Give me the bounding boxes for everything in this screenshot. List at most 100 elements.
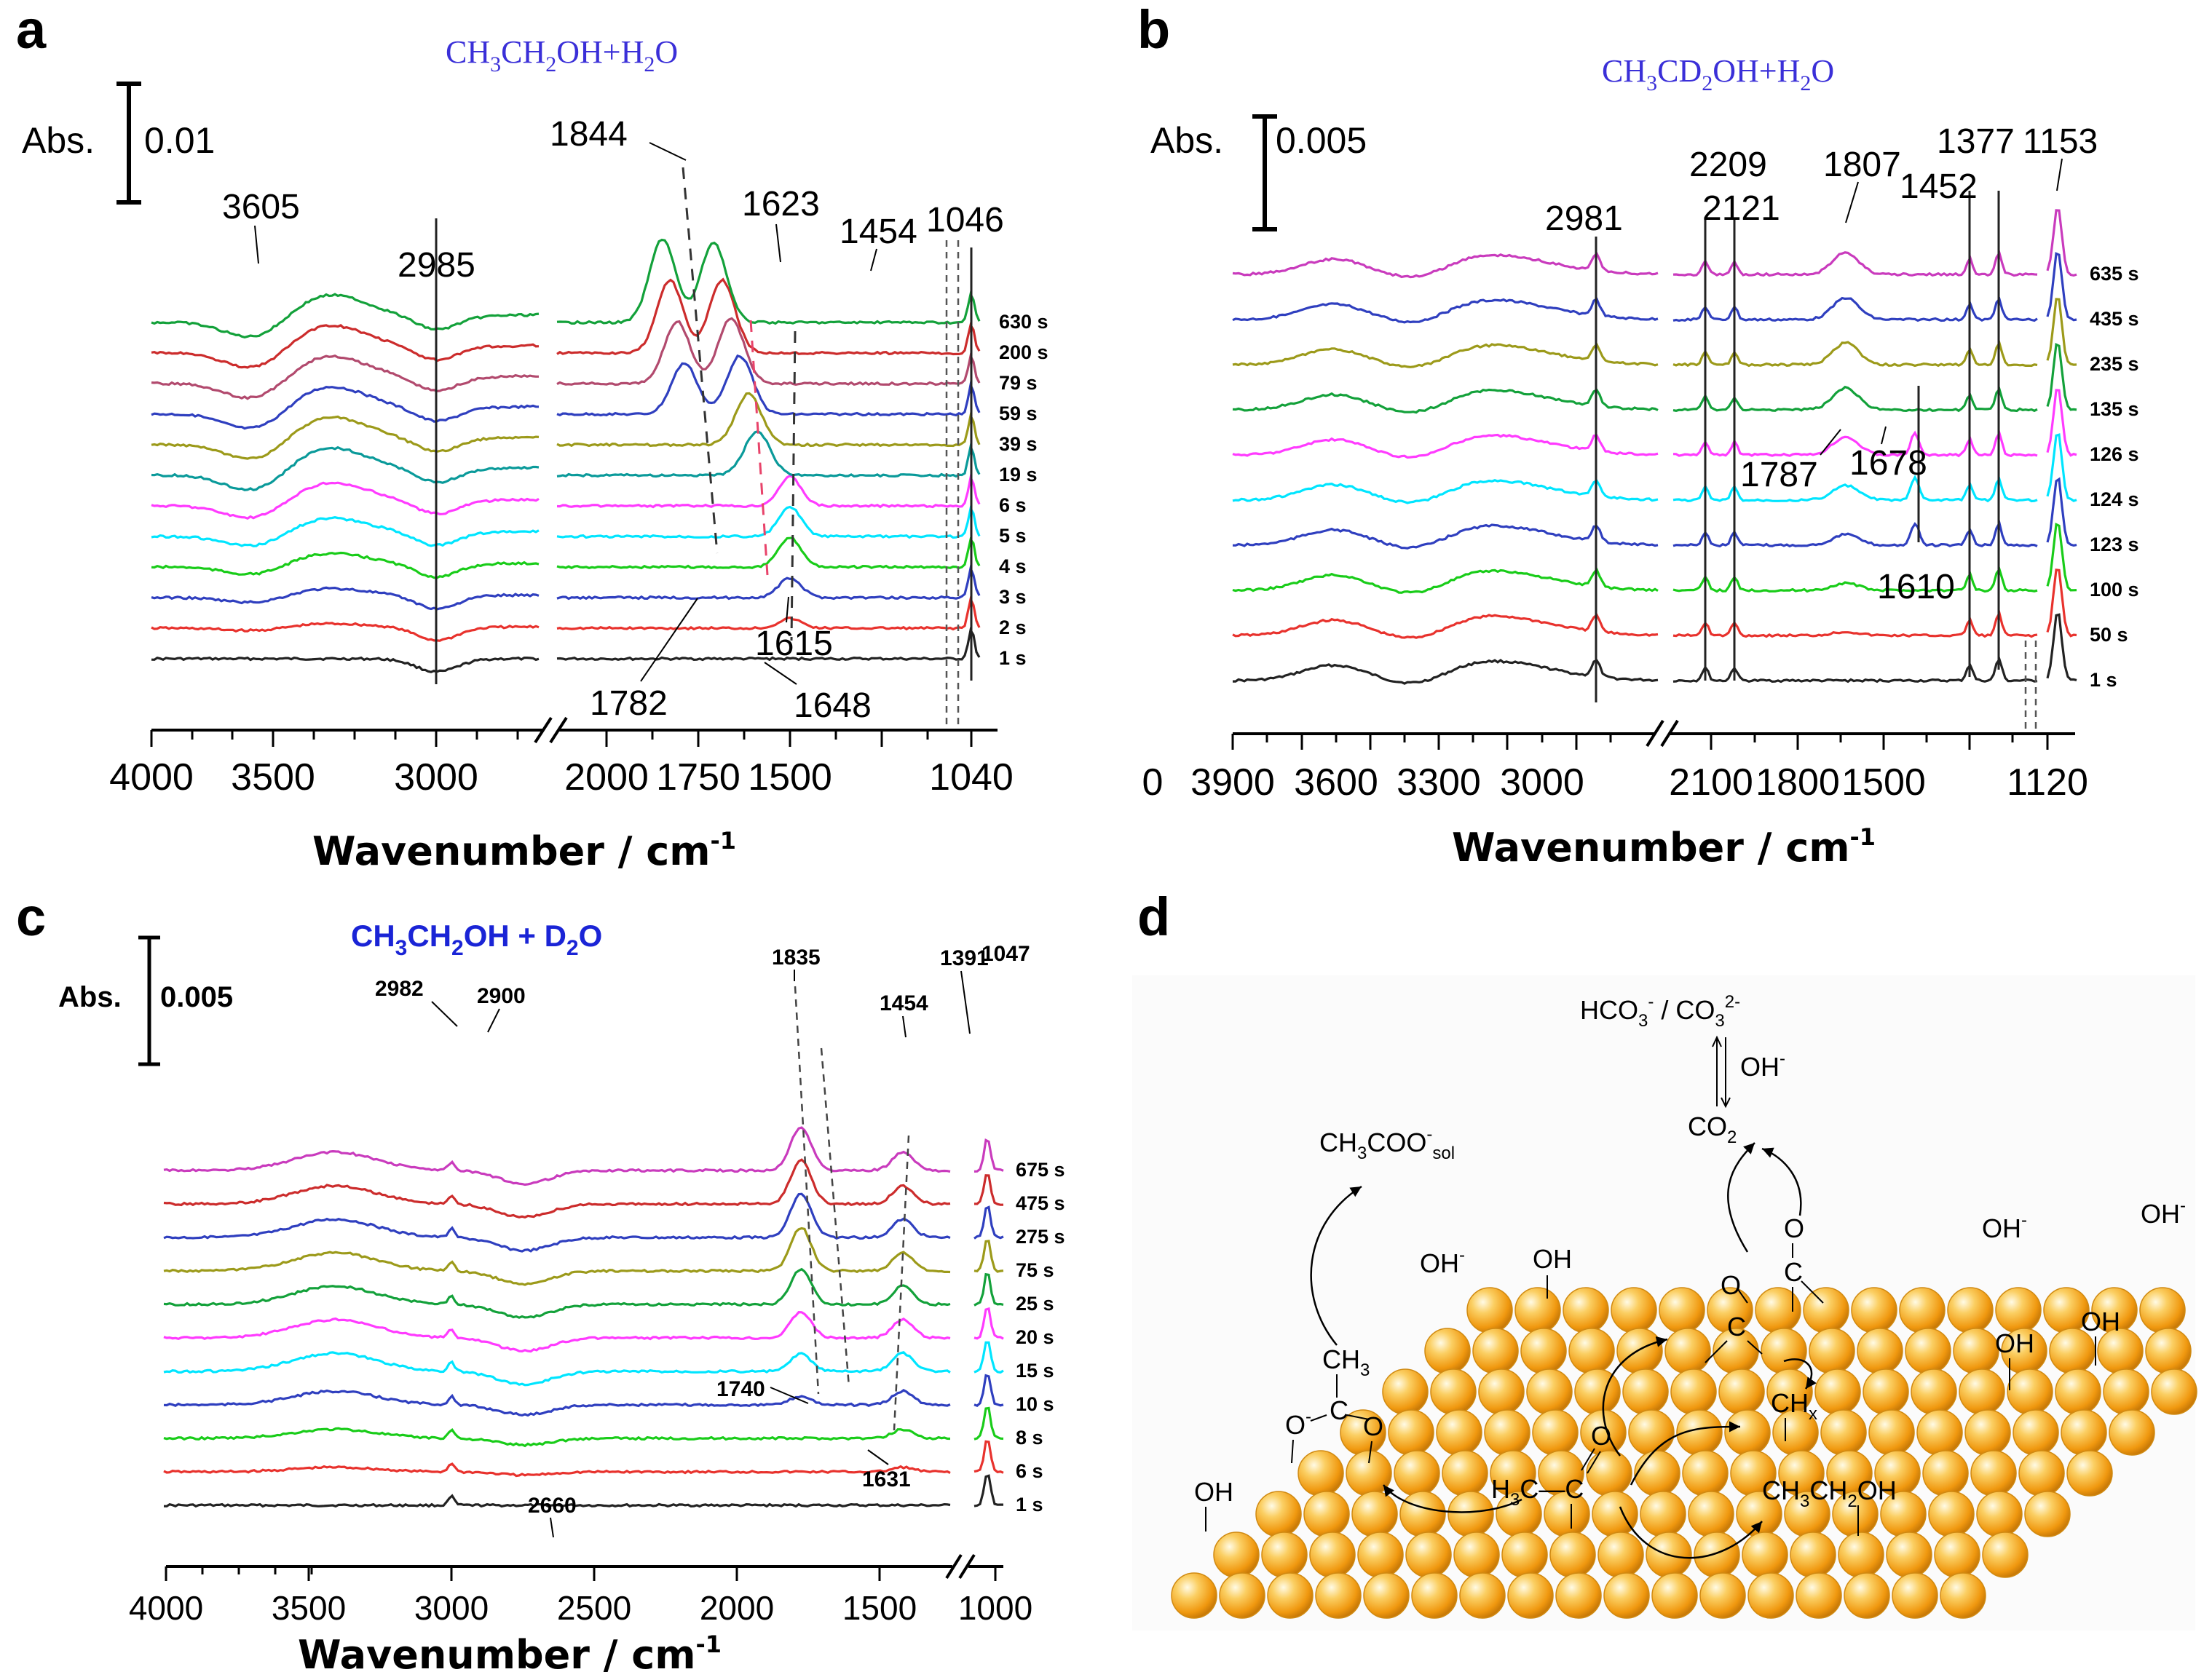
time-label-c-75s: 75 s xyxy=(1016,1259,1054,1281)
b-tick-2100: 2100 xyxy=(1669,761,1753,804)
scheme-bicarbonate-carbonate: HCO3- / CO32- xyxy=(1580,992,1740,1031)
time-label-b-126s: 126 s xyxy=(2090,443,2139,465)
trace-c-25s-seg0 xyxy=(163,1267,951,1319)
panel-c-x-axis: 4000 3500 3000 2500 2000 1500 1000 Waven… xyxy=(129,1553,1032,1678)
trace-b-126s-seg2 xyxy=(2046,389,2077,457)
time-label-c-675s: 675 s xyxy=(1016,1159,1065,1181)
trace-a-59s-seg0 xyxy=(151,385,540,430)
surface-atom xyxy=(1905,1328,1951,1374)
surface-atom xyxy=(1916,1409,1963,1456)
panel-b-xlabel: Wavenumber / cm-1 xyxy=(1452,823,1876,871)
surface-atom xyxy=(1688,1491,1734,1537)
surface-atom xyxy=(2145,1328,2192,1374)
time-label-a-3s: 3 s xyxy=(999,586,1027,608)
surface-atom xyxy=(1514,1287,1561,1334)
annotation-1046: 1046 xyxy=(926,201,1004,239)
co2-o-left: O xyxy=(1721,1270,1741,1300)
time-label-c-1s: 1 s xyxy=(1016,1494,1043,1515)
time-label-c-6s: 6 s xyxy=(1016,1460,1043,1482)
annotation-2985: 2985 xyxy=(398,246,475,285)
surface-atom xyxy=(1586,1450,1632,1497)
surface-atom xyxy=(2055,1368,2101,1415)
time-label-a-19s: 19 s xyxy=(999,464,1038,486)
time-label-b-50s: 50 s xyxy=(2090,624,2128,646)
panel-a-markers xyxy=(435,167,973,728)
trace-a-4s-seg1 xyxy=(556,536,981,570)
annotation-1782: 1782 xyxy=(590,684,668,723)
panel-b-annotations: 2981 2209 2121 1807 1452 1377 1153 1787 … xyxy=(1545,122,2098,606)
annotation-1740: 1740 xyxy=(716,1377,765,1401)
surface-atom xyxy=(1597,1532,1644,1578)
surface-atom xyxy=(1357,1532,1404,1578)
annotation-1678: 1678 xyxy=(1849,444,1927,483)
surface-atom xyxy=(2103,1368,2149,1415)
time-label-c-8s: 8 s xyxy=(1016,1427,1043,1449)
scheme-chx: CHx xyxy=(1771,1388,1817,1424)
surface-atom xyxy=(1670,1368,1717,1415)
c-tick-3000: 3000 xyxy=(414,1589,489,1627)
adsorbed-oh-1: OH xyxy=(1533,1244,1572,1274)
panel-b-time-labels: 1 s 50 s 100 s 123 s 124 s 126 s 135 s 235 s 435… xyxy=(2090,263,2139,691)
time-label-a-79s: 79 s xyxy=(999,372,1038,394)
trace-a-4s-seg0 xyxy=(151,551,540,579)
surface-atom xyxy=(1634,1450,1680,1497)
b-tick-3900: 3900 xyxy=(1190,761,1275,804)
trace-c-10s-seg1 xyxy=(973,1374,1004,1408)
trace-b-435s-seg0 xyxy=(1232,297,1659,324)
panel-c-label: c xyxy=(16,887,46,947)
surface-atom xyxy=(1603,1572,1650,1619)
surface-atom xyxy=(1970,1450,2017,1497)
surface-atom xyxy=(1447,1491,1494,1537)
trace-c-675s-seg1 xyxy=(973,1138,1004,1173)
trace-c-8s-seg1 xyxy=(973,1406,1004,1441)
surface-atom xyxy=(1622,1368,1669,1415)
trace-a-630s-seg0 xyxy=(151,293,540,339)
surface-atom xyxy=(1394,1450,1440,1497)
annotation-2982: 2982 xyxy=(375,977,424,1001)
panel-d: d HCO3- / CO32- OH- CO2 CH3COO-sol OH xyxy=(1132,887,2197,1631)
surface-atom xyxy=(1309,1532,1356,1578)
panel-b-x-axis: 0 3900 3600 3300 3000 2100 1800 1500 112… xyxy=(1142,719,2088,871)
annotation-1623: 1623 xyxy=(742,185,820,223)
surface-atom xyxy=(1886,1532,1932,1578)
time-label-b-1s: 1 s xyxy=(2090,669,2117,691)
surface-atom xyxy=(1964,1409,2011,1456)
surface-atom xyxy=(1351,1491,1398,1537)
surface-atom xyxy=(1411,1572,1458,1619)
panel-a: a CH3CH2OH+H2O Abs. 0.01 3605 2985 1844 … xyxy=(16,0,1048,874)
surface-atom xyxy=(1640,1491,1686,1537)
trace-c-275s-seg0 xyxy=(163,1192,951,1253)
panel-c-traces xyxy=(163,1126,1004,1508)
surface-atom xyxy=(1790,1532,1836,1578)
trace-a-79s-seg0 xyxy=(151,354,539,400)
a-tick-4000: 4000 xyxy=(109,756,194,799)
surface-atom xyxy=(2151,1368,2197,1415)
surface-atom xyxy=(1388,1409,1434,1456)
time-label-a-4s: 4 s xyxy=(999,555,1027,577)
c-tick-1000: 1000 xyxy=(958,1589,1032,1627)
surface-atom xyxy=(1682,1450,1729,1497)
surface-atom xyxy=(1297,1450,1344,1497)
c-tick-2500: 2500 xyxy=(557,1589,631,1627)
b-tick-1500: 1500 xyxy=(1841,761,1926,804)
surface-atom xyxy=(2061,1409,2107,1456)
panel-a-xlabel: Wavenumber / cm-1 xyxy=(312,827,736,874)
surface-atom xyxy=(1171,1572,1217,1619)
surface-atom xyxy=(1928,1491,1975,1537)
surface-atom xyxy=(1747,1572,1794,1619)
panel-c-markers xyxy=(794,986,910,1431)
panel-b-scale-value: 0.005 xyxy=(1276,120,1367,161)
surface-atom xyxy=(1453,1532,1500,1578)
surface-atom xyxy=(2007,1368,2053,1415)
scheme-co2: CO2 xyxy=(1688,1112,1737,1147)
time-label-a-5s: 5 s xyxy=(999,525,1027,547)
surface-atom xyxy=(1976,1491,2023,1537)
trace-c-1s-seg1 xyxy=(973,1474,1003,1507)
catalyst-surface-atoms xyxy=(1171,1287,2197,1619)
trace-a-1s-seg1 xyxy=(556,627,981,662)
panel-b-label: b xyxy=(1137,0,1170,60)
panel-b-title: CH3CD2OH+H2O xyxy=(1602,53,1834,95)
trace-c-15s-seg0 xyxy=(163,1351,951,1387)
panel-a-scale-bar xyxy=(116,82,141,205)
